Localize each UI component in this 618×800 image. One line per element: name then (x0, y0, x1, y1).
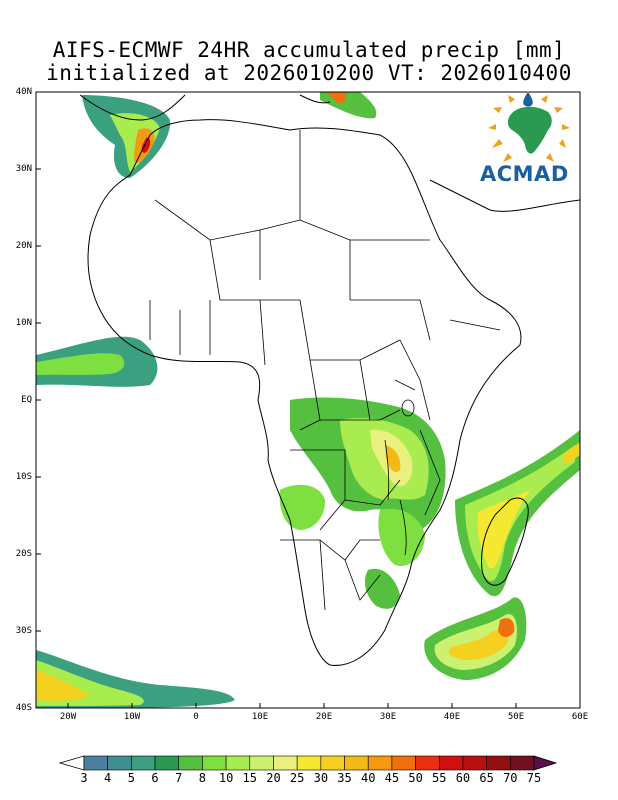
latitude-label: 10N (15, 318, 32, 328)
colorbar-label: 8 (198, 771, 207, 785)
latitude-label: 30S (15, 626, 32, 636)
colorbar-low-triangle (58, 755, 85, 771)
colorbar-label: 55 (432, 771, 447, 785)
arabia-coastline (429, 179, 580, 212)
africa-continent-icon (507, 106, 552, 154)
colorbar-label: 35 (337, 771, 352, 785)
colorbar-box (225, 755, 251, 771)
colorbar-box (107, 755, 132, 771)
colorbar-label: 50 (408, 771, 423, 785)
country-borders (149, 130, 501, 611)
precip-shading (36, 92, 580, 708)
colorbar-label: 15 (242, 771, 257, 785)
colorbar-box (462, 755, 487, 771)
colorbar-box (83, 755, 108, 771)
colorbar-box (249, 755, 274, 771)
colorbar-label: 30 (313, 771, 329, 785)
colorbar-box (367, 755, 393, 771)
colorbar-box (320, 755, 345, 771)
colorbar-box (510, 755, 535, 771)
colorbar-label: 3 (80, 771, 88, 785)
latitude-label: 20N (15, 241, 32, 251)
colorbar-label: 70 (503, 771, 518, 785)
latitude-label: 10S (15, 472, 32, 482)
colorbar (58, 755, 558, 771)
latitude-label: EQ (21, 395, 32, 405)
colorbar-high-triangle (533, 755, 558, 771)
latitude-label: 40S (15, 703, 32, 713)
colorbar-box (202, 755, 227, 771)
longitude-label: 20E (315, 712, 333, 722)
colorbar-box (178, 755, 203, 771)
precip-area-south-africa (364, 568, 400, 609)
colorbar-label: 7 (175, 771, 183, 785)
colorbar-label: 65 (479, 771, 494, 785)
colorbar-box (273, 755, 298, 771)
colorbar-box (438, 755, 464, 771)
colorbar-label: 5 (127, 771, 135, 785)
africa-coastline (87, 119, 522, 666)
colorbar-box (154, 755, 180, 771)
colorbar-label: 4 (104, 771, 112, 785)
latitude-label: 20S (15, 549, 32, 559)
latitude-ticks (36, 91, 41, 709)
colorbar-label: 75 (526, 771, 542, 785)
colorbar-box (344, 755, 369, 771)
longitude-ticks (67, 703, 581, 708)
longitude-label: 10W (123, 712, 141, 722)
europe-coastline (79, 94, 186, 121)
colorbar-box (415, 755, 440, 771)
latitude-label: 40N (15, 87, 32, 97)
longitude-label: 0 (193, 712, 199, 722)
longitude-label: 20W (59, 712, 77, 722)
map-title-line2: initialized at 2026010200 VT: 2026010400 (46, 61, 572, 85)
madagascar-coastline (481, 497, 529, 586)
precip-area-angola (279, 484, 326, 530)
colorbar-box (296, 755, 322, 771)
colorbar-label: 45 (384, 771, 400, 785)
longitude-label: 50E (507, 712, 525, 722)
coastlines (79, 94, 580, 666)
precip-area-atlantic-band-core (36, 353, 125, 375)
colorbar-label: 6 (151, 771, 159, 785)
colorbar-label: 20 (266, 771, 281, 785)
map-title-line1: AIFS-ECMWF 24HR accumulated precip [mm] (52, 38, 566, 62)
longitude-label: 60E (571, 712, 589, 722)
precip-area-morocco-mid (110, 113, 160, 172)
colorbar-label: 10 (218, 771, 234, 785)
longitude-label: 40E (443, 712, 461, 722)
colorbar-box (131, 755, 156, 771)
latitude-label: 30N (15, 164, 32, 174)
acmad-logo (488, 90, 570, 162)
colorbar-box (486, 755, 511, 771)
colorbar-label: 25 (289, 771, 305, 785)
precip-area-mozambique (378, 508, 425, 566)
longitude-label: 10E (251, 712, 269, 722)
colorbar-box (391, 755, 416, 771)
colorbar-label: 60 (455, 771, 471, 785)
water-drop-icon (523, 92, 533, 107)
longitude-label: 30E (379, 712, 397, 722)
lakes (384, 399, 415, 556)
acmad-logo-text: ACMAD (480, 162, 569, 186)
colorbar-label: 40 (360, 771, 376, 785)
